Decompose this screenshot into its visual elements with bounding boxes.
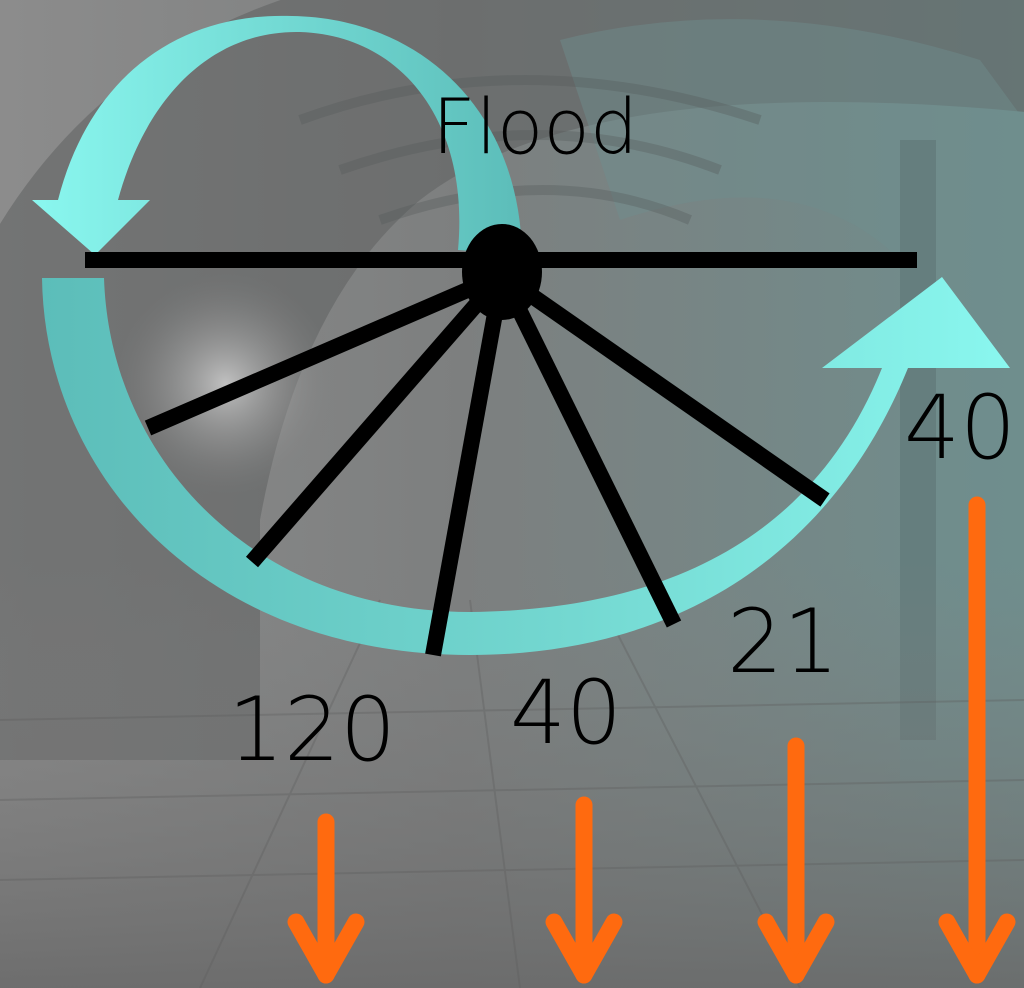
spoke-2 [245,269,509,568]
spoke-4 [494,271,682,628]
flood-label: Flood [432,82,638,171]
spoke-fan [85,252,917,657]
down-arrow-2 [545,796,623,984]
down-arrow-4 [938,496,1016,984]
top-cycle-arrow [32,15,522,255]
value-label-120: 120 [228,678,396,781]
spoke-5 [497,268,830,507]
value-label-40-right: 40 [904,376,1016,479]
spoke-1 [144,267,506,436]
bottom-cycle-arrow [42,277,1010,655]
down-arrow-1 [287,813,365,984]
spoke-3 [425,273,510,657]
hub [462,224,542,320]
value-label-21: 21 [727,590,839,693]
output-arrows [287,496,1016,984]
down-arrow-3 [757,737,835,984]
value-label-40-middle: 40 [510,661,622,764]
